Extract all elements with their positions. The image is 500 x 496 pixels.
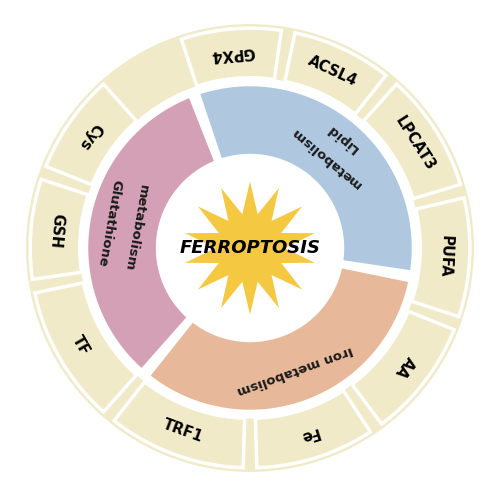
Polygon shape: [185, 182, 315, 314]
Text: Fe: Fe: [297, 424, 320, 444]
Text: TRF1: TRF1: [161, 417, 206, 445]
Text: metabolism: metabolism: [288, 124, 364, 190]
Polygon shape: [46, 84, 136, 185]
Text: ACSL4: ACSL4: [306, 54, 360, 89]
Circle shape: [158, 157, 342, 339]
Circle shape: [80, 78, 420, 418]
Polygon shape: [86, 96, 216, 371]
Text: LPCAT3: LPCAT3: [392, 113, 438, 173]
Text: Glutathione: Glutathione: [95, 179, 123, 268]
Text: Iron metabolism: Iron metabolism: [234, 343, 354, 397]
Polygon shape: [182, 28, 282, 86]
Polygon shape: [30, 180, 88, 279]
Text: metabolism: metabolism: [122, 184, 150, 272]
Circle shape: [86, 84, 414, 412]
Text: FERROPTOSIS: FERROPTOSIS: [180, 239, 320, 257]
Text: AA: AA: [392, 353, 417, 380]
Polygon shape: [364, 84, 460, 199]
Text: PUFA: PUFA: [436, 235, 454, 278]
Polygon shape: [352, 311, 454, 424]
Polygon shape: [198, 84, 414, 272]
Text: GSH: GSH: [46, 213, 64, 249]
Polygon shape: [256, 390, 370, 468]
Polygon shape: [148, 266, 410, 412]
Circle shape: [27, 25, 473, 471]
Text: Cys: Cys: [76, 120, 104, 152]
Polygon shape: [35, 283, 136, 412]
Text: TF: TF: [70, 333, 92, 358]
Polygon shape: [114, 382, 244, 468]
Text: Lipid: Lipid: [324, 122, 360, 155]
Text: GPX4: GPX4: [210, 44, 256, 63]
Polygon shape: [412, 198, 470, 316]
Polygon shape: [285, 33, 386, 114]
